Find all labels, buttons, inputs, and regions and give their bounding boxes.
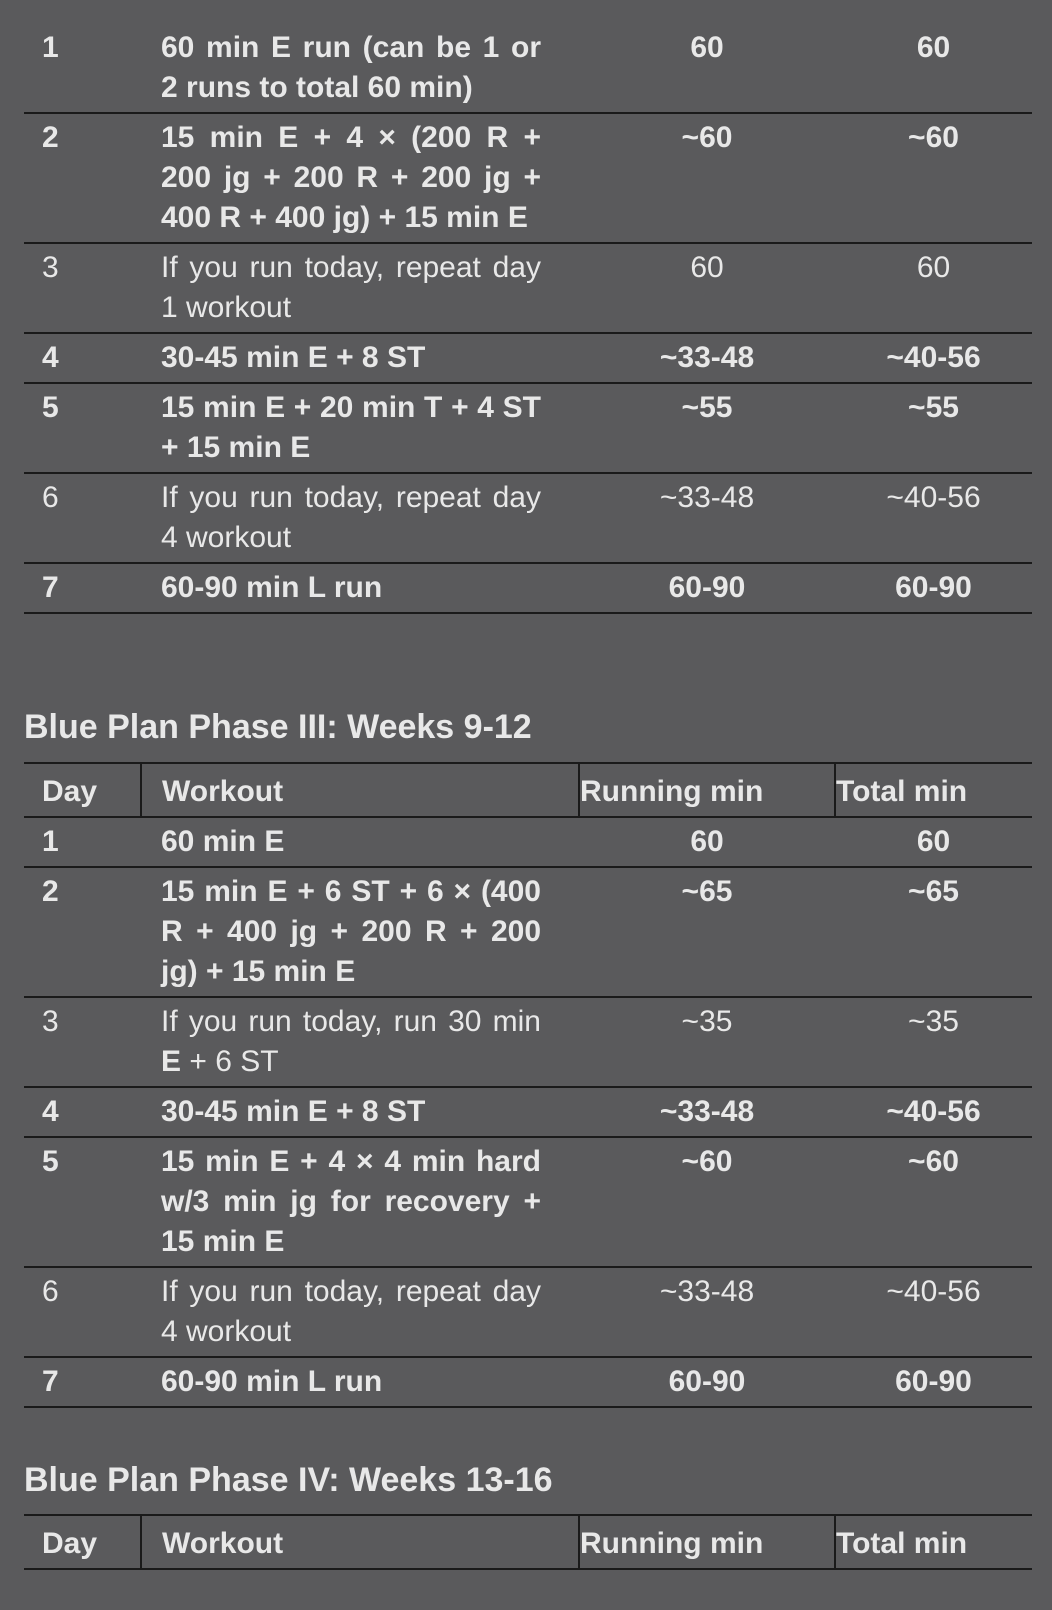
total-min-header: Total min bbox=[835, 763, 1032, 818]
day-cell: 6 bbox=[24, 1267, 141, 1358]
workout-cell: 30-45 min E + 8 ST bbox=[141, 1087, 579, 1138]
total-min-cell: 60 bbox=[835, 243, 1032, 334]
running-min-cell: ~60 bbox=[579, 113, 835, 244]
workout-text: + 6 ST bbox=[181, 1045, 279, 1078]
table-row: 2 15 min E + 4 × (200 R + 200 jg + 200 R… bbox=[24, 113, 1032, 244]
day-cell: 6 bbox=[24, 473, 141, 564]
total-min-cell: 60-90 bbox=[835, 563, 1032, 614]
table-header-row: Day Workout Running min Total min bbox=[24, 1515, 1032, 1570]
running-min-cell: 60-90 bbox=[579, 563, 835, 614]
phase2-table: 1 60 min E run (can be 1 or 2 runs to to… bbox=[24, 24, 1032, 614]
workout-text: If you run today, run 30 min bbox=[161, 1005, 541, 1038]
total-min-cell: 60-90 bbox=[835, 1357, 1032, 1408]
workout-cell: If you run today, run 30 min E + 6 ST bbox=[141, 997, 579, 1088]
table-row: 2 15 min E + 6 ST + 6 × (400 R + 400 jg … bbox=[24, 867, 1032, 998]
workout-cell: 30-45 min E + 8 ST bbox=[141, 333, 579, 384]
table-row: 3 If you run today, repeat day 1 workout… bbox=[24, 243, 1032, 334]
total-min-cell: ~65 bbox=[835, 867, 1032, 998]
workout-text-bold: E bbox=[161, 1045, 182, 1078]
workout-cell: If you run today, repeat day 1 workout bbox=[141, 243, 579, 334]
day-cell: 2 bbox=[24, 867, 141, 998]
running-min-cell: ~33-48 bbox=[579, 1087, 835, 1138]
running-min-cell: ~33-48 bbox=[579, 333, 835, 384]
workout-cell: 15 min E + 6 ST + 6 × (400 R + 400 jg + … bbox=[141, 867, 579, 998]
workout-header: Workout bbox=[141, 763, 580, 818]
table-row: 3 If you run today, run 30 min E + 6 ST … bbox=[24, 997, 1032, 1088]
day-cell: 7 bbox=[24, 563, 141, 614]
total-min-cell: ~60 bbox=[835, 113, 1032, 244]
table-row: 6 If you run today, repeat day 4 workout… bbox=[24, 1267, 1032, 1358]
day-cell: 5 bbox=[24, 1137, 141, 1268]
running-min-cell: ~60 bbox=[579, 1137, 835, 1268]
day-cell: 5 bbox=[24, 383, 141, 474]
total-min-cell: ~55 bbox=[835, 383, 1032, 474]
table-row: 4 30-45 min E + 8 ST ~33-48 ~40-56 bbox=[24, 1087, 1032, 1138]
table-row: 7 60-90 min L run 60-90 60-90 bbox=[24, 563, 1032, 614]
running-min-cell: ~33-48 bbox=[579, 473, 835, 564]
workout-cell: 60 min E bbox=[141, 817, 579, 868]
workout-cell: 15 min E + 4 × (200 R + 200 jg + 200 R +… bbox=[141, 113, 579, 244]
workout-cell: 60 min E run (can be 1 or 2 runs to tota… bbox=[141, 24, 579, 114]
day-cell: 3 bbox=[24, 243, 141, 334]
table-row: 1 60 min E 60 60 bbox=[24, 817, 1032, 868]
table-row: 5 15 min E + 20 min T + 4 ST + 15 min E … bbox=[24, 383, 1032, 474]
running-min-header: Running min bbox=[579, 763, 836, 818]
running-min-header: Running min bbox=[579, 1515, 836, 1570]
phase4-title: Blue Plan Phase IV: Weeks 13-16 bbox=[24, 1461, 553, 1499]
table-header-row: Day Workout Running min Total min bbox=[24, 763, 1032, 818]
total-min-cell: ~40-56 bbox=[835, 333, 1032, 384]
day-header: Day bbox=[24, 763, 142, 818]
running-min-cell: 60 bbox=[579, 817, 835, 868]
running-min-cell: ~33-48 bbox=[579, 1267, 835, 1358]
running-min-cell: 60 bbox=[579, 243, 835, 334]
day-cell: 2 bbox=[24, 113, 141, 244]
running-min-cell: 60 bbox=[579, 24, 835, 114]
day-header: Day bbox=[24, 1515, 142, 1570]
phase4-table: Day Workout Running min Total min bbox=[24, 1514, 1032, 1570]
running-min-cell: 60-90 bbox=[579, 1357, 835, 1408]
total-min-cell: ~40-56 bbox=[835, 1087, 1032, 1138]
total-min-cell: 60 bbox=[835, 817, 1032, 868]
total-min-header: Total min bbox=[835, 1515, 1032, 1570]
running-min-cell: ~35 bbox=[579, 997, 835, 1088]
workout-cell: 60-90 min L run bbox=[141, 563, 579, 614]
day-cell: 1 bbox=[24, 24, 141, 114]
total-min-cell: ~60 bbox=[835, 1137, 1032, 1268]
running-min-cell: ~55 bbox=[579, 383, 835, 474]
table-row: 4 30-45 min E + 8 ST ~33-48 ~40-56 bbox=[24, 333, 1032, 384]
table-row: 1 60 min E run (can be 1 or 2 runs to to… bbox=[24, 24, 1032, 114]
day-cell: 4 bbox=[24, 333, 141, 384]
total-min-cell: 60 bbox=[835, 24, 1032, 114]
total-min-cell: ~40-56 bbox=[835, 1267, 1032, 1358]
workout-cell: If you run today, repeat day 4 workout bbox=[141, 1267, 579, 1358]
workout-cell: 15 min E + 20 min T + 4 ST + 15 min E bbox=[141, 383, 579, 474]
phase3-table: Day Workout Running min Total min 1 60 m… bbox=[24, 762, 1032, 1408]
table-row: 6 If you run today, repeat day 4 workout… bbox=[24, 473, 1032, 564]
workout-cell: If you run today, repeat day 4 workout bbox=[141, 473, 579, 564]
table-row: 7 60-90 min L run 60-90 60-90 bbox=[24, 1357, 1032, 1408]
table-row: 5 15 min E + 4 × 4 min hard w/3 min jg f… bbox=[24, 1137, 1032, 1268]
total-min-cell: ~40-56 bbox=[835, 473, 1032, 564]
workout-cell: 15 min E + 4 × 4 min hard w/3 min jg for… bbox=[141, 1137, 579, 1268]
day-cell: 1 bbox=[24, 817, 141, 868]
day-cell: 4 bbox=[24, 1087, 141, 1138]
total-min-cell: ~35 bbox=[835, 997, 1032, 1088]
day-cell: 7 bbox=[24, 1357, 141, 1408]
day-cell: 3 bbox=[24, 997, 141, 1088]
phase3-title: Blue Plan Phase III: Weeks 9-12 bbox=[24, 708, 532, 746]
workout-cell: 60-90 min L run bbox=[141, 1357, 579, 1408]
workout-header: Workout bbox=[141, 1515, 580, 1570]
running-min-cell: ~65 bbox=[579, 867, 835, 998]
